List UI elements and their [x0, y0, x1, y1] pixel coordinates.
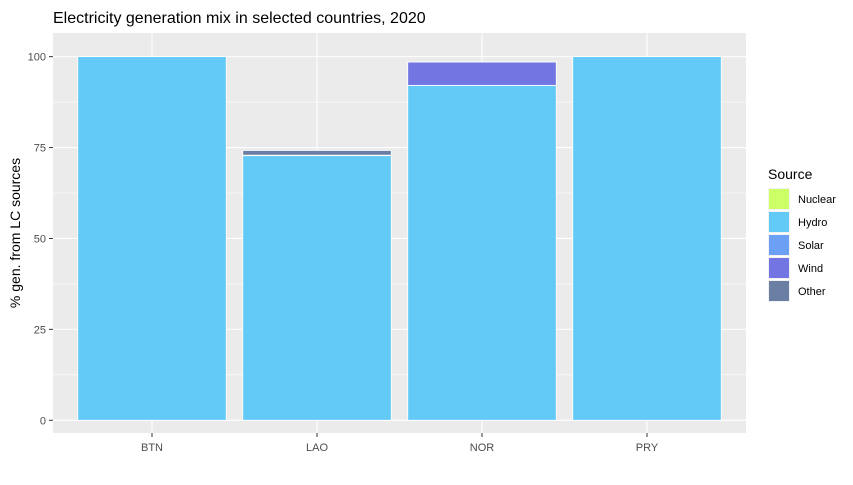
legend-swatch-wind [769, 258, 789, 278]
legend-label-other: Other [798, 286, 826, 298]
bar-hydro-lao [242, 155, 392, 421]
bars [77, 56, 722, 421]
legend-swatch-other [769, 281, 789, 301]
legend-swatch-hydro [769, 212, 789, 232]
x-tick-label: BTN [141, 442, 163, 454]
x-axis: BTN LAO NOR PRY [141, 433, 659, 454]
legend-title: Source [768, 166, 813, 182]
legend: Source Nuclear Hydro Solar Wind Other [768, 166, 836, 302]
y-tick-label: 25 [34, 324, 46, 336]
legend-label-solar: Solar [798, 240, 824, 252]
x-tick-label: NOR [470, 442, 495, 454]
legend-swatch-nuclear [769, 189, 789, 209]
y-tick-label: 50 [34, 233, 46, 245]
bar-wind-nor [407, 61, 557, 86]
y-axis: 0 25 50 75 100 [28, 52, 53, 427]
y-tick-label: 75 [34, 143, 46, 155]
legend-label-hydro: Hydro [798, 217, 827, 229]
bar-other-lao [242, 150, 392, 156]
legend-swatch-solar [769, 235, 789, 255]
chart-title: Electricity generation mix in selected c… [53, 10, 426, 27]
bar-hydro-nor [407, 84, 557, 421]
y-axis-label: % gen. from LC sources [7, 158, 23, 308]
bar-hydro-pry [572, 56, 722, 421]
x-tick-label: PRY [636, 442, 659, 454]
bar-hydro-btn [77, 56, 227, 421]
y-tick-label: 100 [28, 52, 46, 64]
legend-label-nuclear: Nuclear [798, 194, 836, 206]
legend-label-wind: Wind [798, 263, 823, 275]
y-tick-label: 0 [40, 415, 46, 427]
x-tick-label: LAO [306, 442, 328, 454]
